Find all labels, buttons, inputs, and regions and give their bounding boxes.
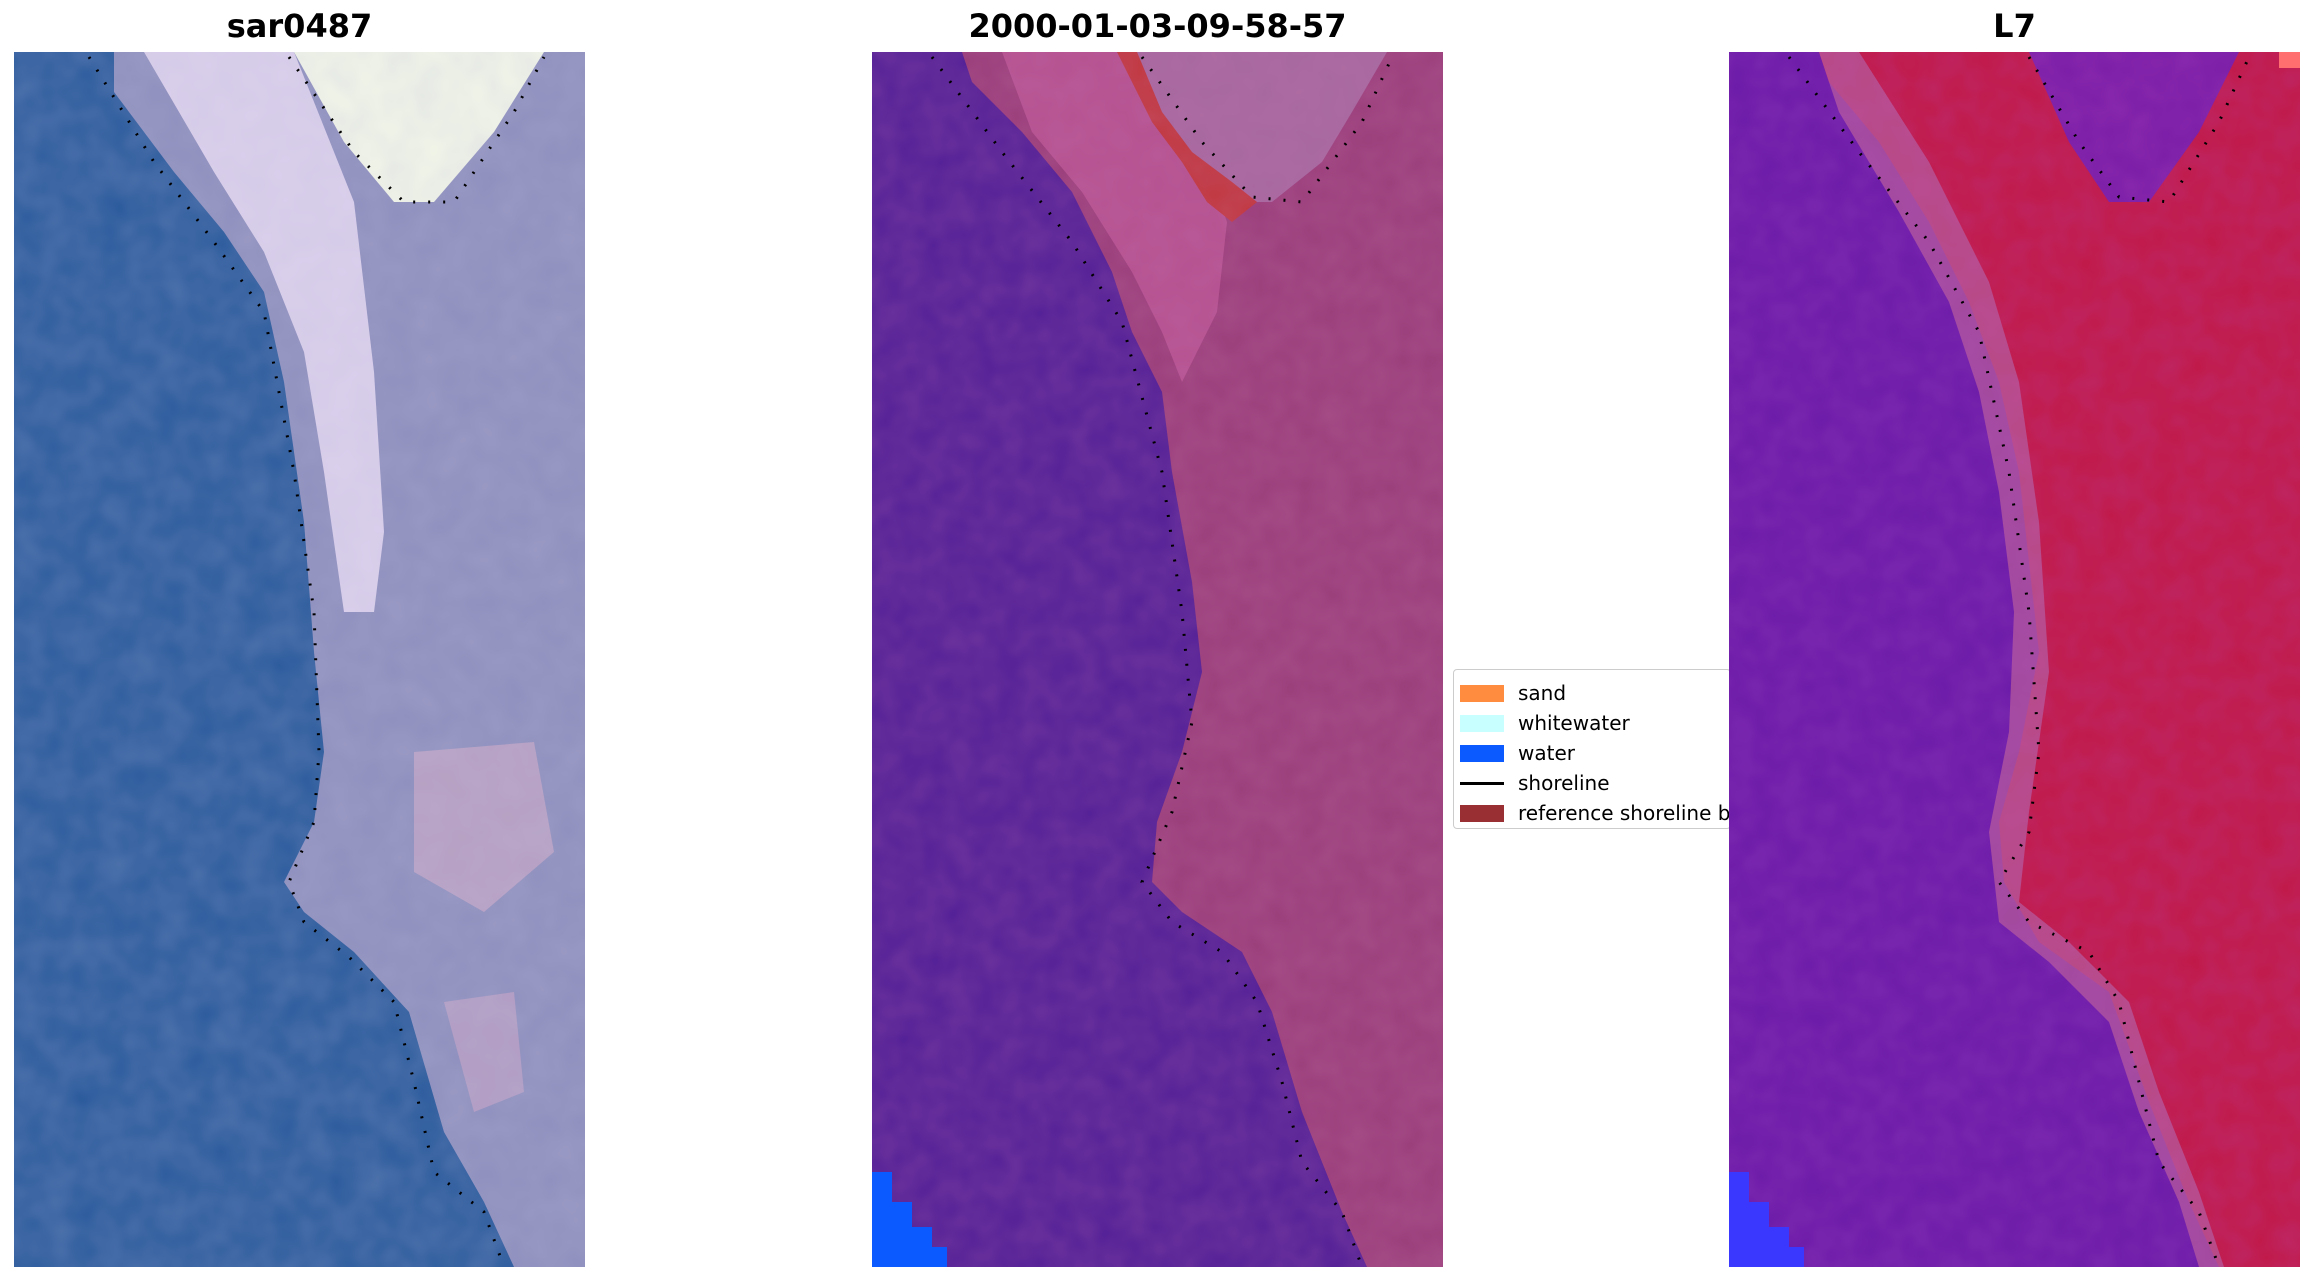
legend-item-shoreline: shoreline: [1454, 768, 1720, 798]
legend: sand whitewater water shoreline referenc…: [1453, 669, 1731, 829]
index-image-panel: [1729, 52, 2300, 1267]
legend-item-reference-buffer: reference shoreline buffer: [1454, 798, 1730, 828]
water-blue-corner: [1729, 1172, 1804, 1267]
legend-item-sand: sand: [1454, 678, 1720, 708]
panel-title-rgb: sar0487: [226, 7, 373, 45]
legend-item-whitewater: whitewater: [1454, 708, 1720, 738]
shoreline: [87, 56, 506, 1267]
rgb-image-panel: [14, 52, 585, 1267]
legend-line-shoreline: [1460, 781, 1504, 785]
panel-title-classified: 2000-01-03-09-58-57: [968, 7, 1347, 45]
water-blue-corner: [872, 1172, 947, 1267]
legend-swatch-whitewater: [1460, 714, 1504, 732]
shoreline-north: [287, 56, 546, 204]
classified-image-panel: [872, 52, 1443, 1267]
legend-swatch-reference-buffer: [1460, 804, 1504, 822]
classified-image: [872, 52, 1443, 1267]
index-image: [1729, 52, 2300, 1267]
legend-swatch-water: [1460, 744, 1504, 762]
panel-title-index: L7: [1993, 7, 2036, 45]
legend-item-water: water: [1454, 738, 1720, 768]
rgb-image: [14, 52, 585, 1267]
legend-swatch-sand: [1460, 684, 1504, 702]
